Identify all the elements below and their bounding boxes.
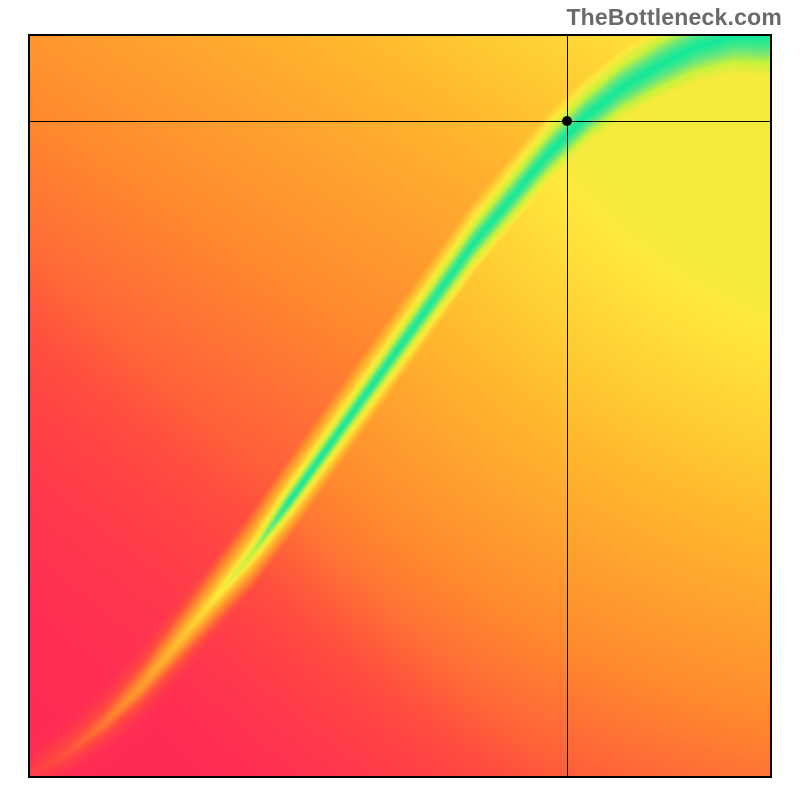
plot-frame <box>28 34 772 778</box>
crosshair-horizontal <box>30 121 770 122</box>
chart-container: TheBottleneck.com <box>0 0 800 800</box>
attribution-text: TheBottleneck.com <box>566 4 782 31</box>
crosshair-vertical <box>567 36 568 776</box>
heatmap-canvas <box>30 36 770 776</box>
